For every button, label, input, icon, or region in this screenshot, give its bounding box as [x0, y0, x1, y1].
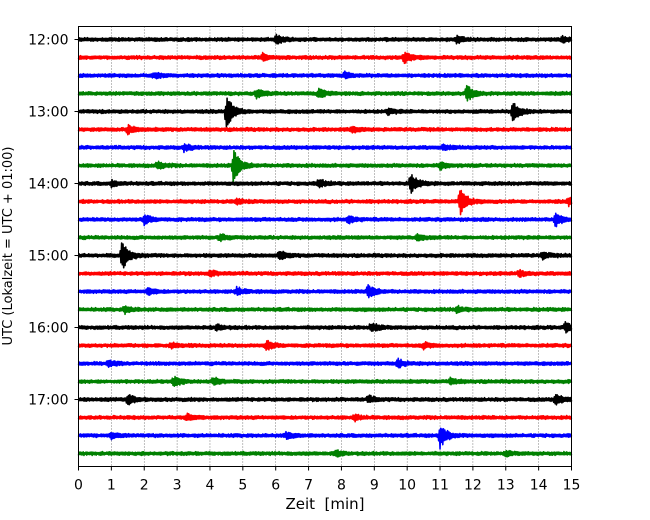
trace-1700: [77, 393, 573, 406]
x-tick-label: 12: [464, 478, 482, 494]
x-tick-label: 0: [74, 478, 83, 494]
trace-1500: [77, 242, 573, 269]
plot-frame: [78, 26, 572, 467]
grid: [111, 26, 539, 467]
trace-1545: [77, 304, 573, 316]
trace-1515: [77, 268, 573, 278]
trace-1330: [77, 143, 573, 154]
x-tick-label: 10: [398, 478, 416, 494]
trace-1300: [77, 97, 573, 128]
y-tick-label: 15:00: [28, 249, 68, 265]
x-tick-label: 3: [173, 478, 182, 494]
trace-1445: [77, 232, 573, 243]
x-tick-label: 6: [271, 478, 280, 494]
trace-1400: [77, 174, 573, 194]
x-tick-label: 13: [497, 478, 515, 494]
trace-1245: [77, 84, 573, 102]
trace-1230: [77, 70, 573, 80]
trace-group: [77, 33, 573, 458]
x-tick-label: 8: [337, 478, 346, 494]
trace-1745: [77, 449, 573, 458]
trace-1730: [77, 427, 573, 450]
y-axis-label: UTC (Lokalzeit = UTC + 01:00): [1, 147, 16, 346]
y-tick-label: 14:00: [28, 177, 68, 193]
y-tick-label: 16:00: [28, 321, 68, 337]
trace-1630: [77, 357, 573, 369]
y-tick-label: 13:00: [28, 105, 68, 121]
trace-1715: [77, 412, 573, 423]
y-tick-label: 17:00: [28, 393, 68, 409]
y-axis: 12:00 13:00 14:00 15:00 16:00 17:00: [28, 33, 79, 409]
x-tick-label: 9: [370, 478, 379, 494]
x-tick-label: 15: [563, 478, 581, 494]
x-tick-label: 4: [206, 478, 215, 494]
x-tick-label: 1: [107, 478, 116, 494]
x-tick-label: 7: [304, 478, 313, 494]
trace-1600: [77, 320, 573, 334]
trace-1430: [77, 212, 573, 228]
trace-1415: [77, 189, 573, 216]
x-tick-label: 14: [530, 478, 548, 494]
trace-1345: [77, 149, 573, 184]
trace-1315: [77, 123, 573, 136]
trace-1615: [77, 339, 573, 351]
trace-1530: [77, 284, 573, 299]
x-tick-label: 5: [238, 478, 247, 494]
trace-1645: [77, 375, 573, 388]
x-axis-label: Zeit [min]: [285, 495, 364, 513]
x-tick-label: 2: [140, 478, 149, 494]
trace-1215: [77, 51, 573, 65]
x-tick-label: 11: [431, 478, 449, 494]
y-tick-label: 12:00: [28, 33, 68, 49]
x-axis: 0 1 2 3 4 5 6 7 8 9 10 11 12 13 14 15: [74, 466, 581, 494]
trace-1200: [77, 33, 573, 45]
